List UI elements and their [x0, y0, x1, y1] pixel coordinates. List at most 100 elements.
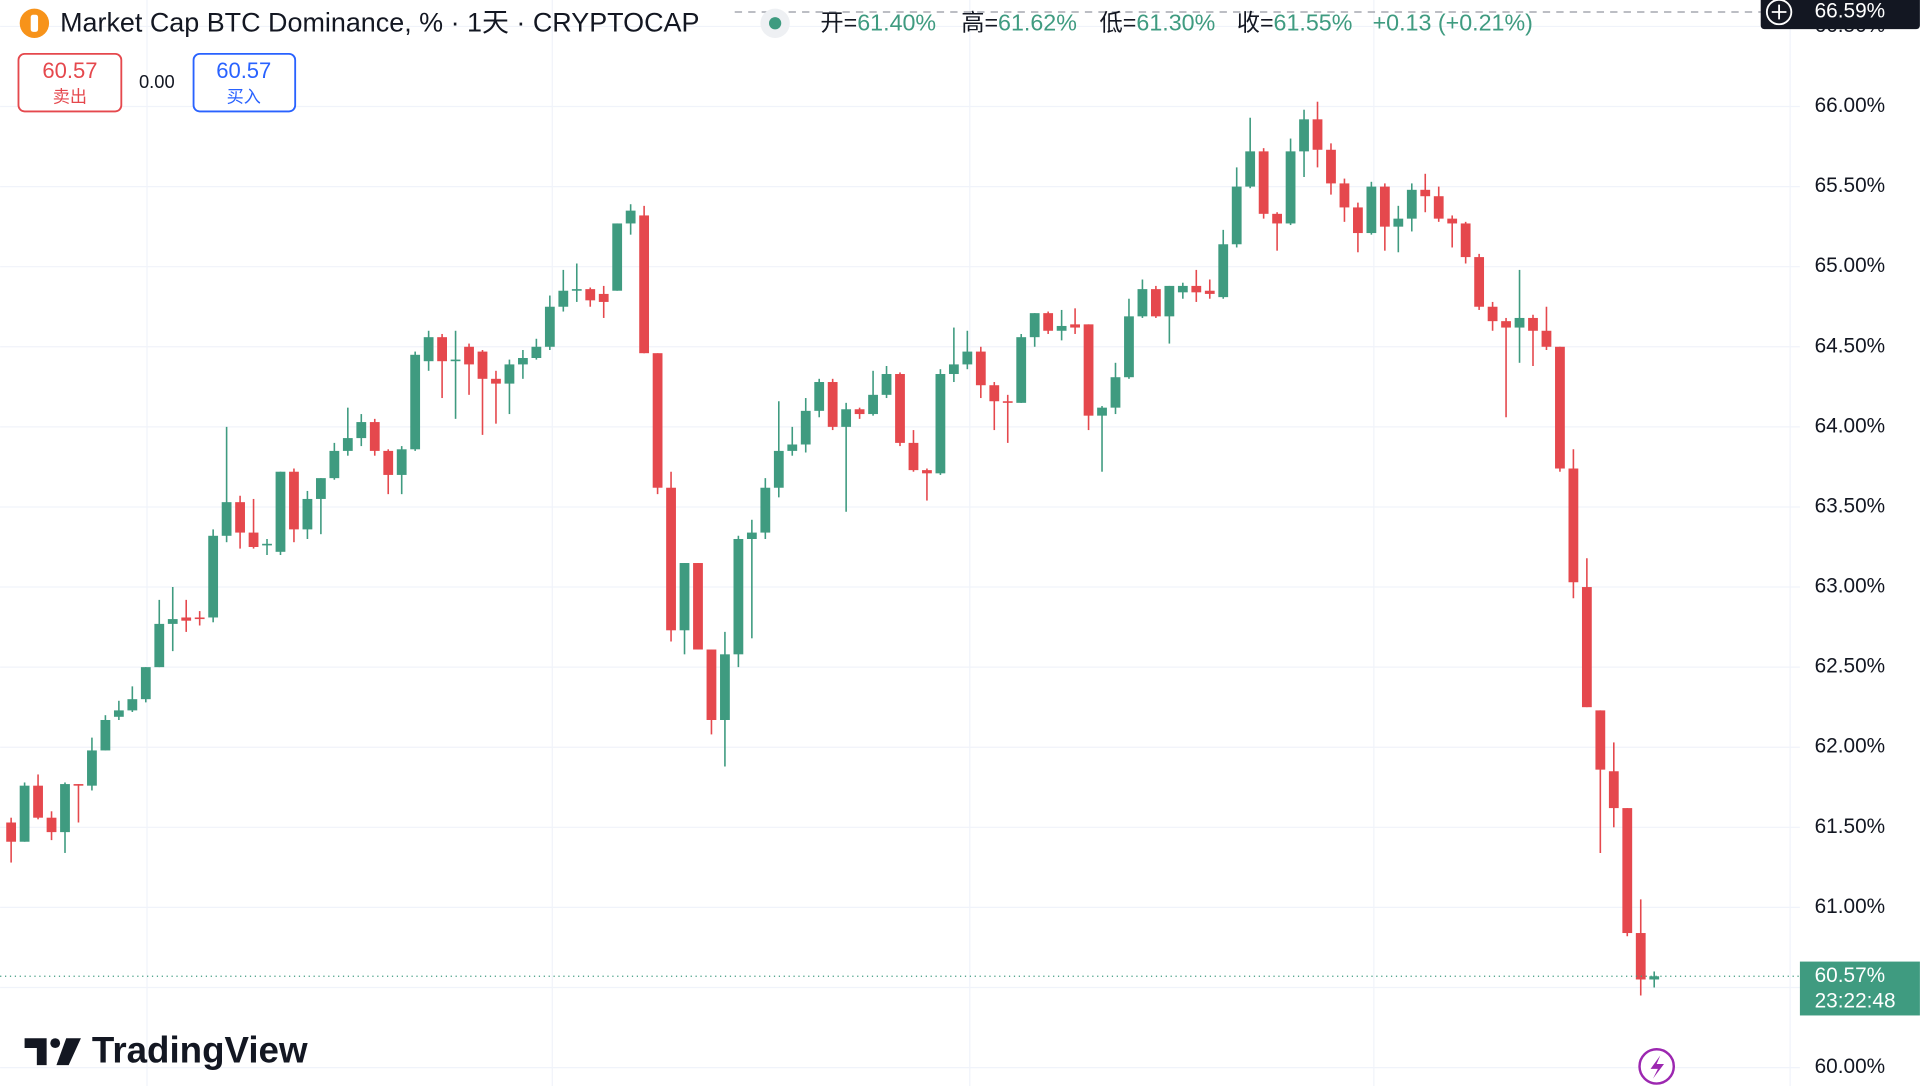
y-tick-label: 65.00%: [1815, 254, 1886, 277]
add-alert-icon: [1765, 0, 1793, 26]
candle-body: [73, 784, 84, 786]
candle-body: [679, 563, 690, 631]
candle-body: [639, 215, 650, 354]
candle-body: [1622, 808, 1633, 934]
candle-body: [1474, 257, 1485, 307]
y-tick-label: 64.50%: [1815, 334, 1886, 357]
candle-body: [720, 654, 730, 720]
candle-body: [1231, 186, 1242, 245]
candle-body: [1070, 324, 1080, 328]
candle-body: [1150, 289, 1161, 317]
candle-body: [1366, 186, 1377, 234]
candle-body: [369, 422, 380, 451]
sell-button[interactable]: 60.57 卖出: [17, 52, 123, 113]
ohlc-value: 61.55%: [1274, 10, 1353, 36]
countdown-label: 23:22:48: [1815, 989, 1896, 1012]
candle-body: [706, 649, 717, 720]
candle-body: [60, 784, 70, 833]
ohlc-value: 61.40%: [857, 10, 936, 36]
candle-body: [87, 750, 97, 786]
buy-button-box[interactable]: [192, 52, 297, 113]
candle-body: [787, 444, 798, 451]
logo: TradingView: [24, 1030, 308, 1071]
candle-body: [1218, 244, 1229, 298]
candle-body: [881, 374, 892, 395]
candle-body: [666, 487, 676, 631]
candle-body: [922, 470, 932, 474]
sell-label[interactable]: 卖出: [53, 86, 87, 106]
candle-body: [410, 354, 421, 450]
change-label: +0.13 (+0.21%): [1373, 10, 1533, 36]
candle-body: [1326, 149, 1336, 184]
candle-body: [625, 210, 636, 224]
candle-body: [235, 502, 245, 533]
candle-body: [289, 471, 299, 530]
y-tick-label: 64.00%: [1815, 414, 1886, 437]
candle-body: [1056, 325, 1067, 331]
candle-body: [154, 623, 165, 668]
candle-body: [113, 710, 124, 717]
logo-mark: [50, 1038, 61, 1049]
candle-body: [1312, 119, 1323, 150]
ohlc-item: 收=61.55%: [1237, 10, 1353, 36]
sell-price[interactable]: 60.57: [42, 58, 97, 83]
buy-price[interactable]: 60.57: [216, 58, 271, 83]
candle-body: [908, 442, 919, 471]
candle-body: [342, 438, 353, 451]
crosshair-label: 66.59%: [1815, 0, 1886, 23]
candle-body: [1541, 330, 1552, 347]
candle-body: [1339, 183, 1350, 208]
candle-body: [1083, 324, 1094, 416]
buy-button[interactable]: 60.57 买入: [192, 52, 297, 113]
candle-body: [1433, 196, 1444, 219]
event-icon-glyph[interactable]: [1650, 1055, 1665, 1079]
candle-body: [652, 353, 663, 488]
candle-body: [383, 450, 394, 475]
candle-body: [531, 346, 542, 358]
y-tick-label: 62.00%: [1815, 735, 1886, 758]
candle-body: [585, 289, 596, 301]
candle-body: [1460, 223, 1471, 258]
candle-body: [248, 532, 259, 548]
candle-body: [948, 364, 959, 375]
candle-body: [814, 382, 825, 411]
logo-mark: [24, 1038, 47, 1066]
candle-body: [208, 535, 219, 618]
candle-body: [221, 502, 232, 536]
sell-button-box[interactable]: [17, 52, 123, 113]
candle-body: [464, 346, 474, 365]
candle-body: [518, 357, 528, 365]
candle-body: [100, 719, 111, 751]
candle-body: [356, 422, 367, 439]
candle-body: [1043, 313, 1054, 331]
candle-body: [1272, 213, 1283, 224]
candle-body: [315, 478, 326, 499]
ohlc-item: 开=61.40%: [820, 10, 936, 36]
candle-body: [1204, 290, 1215, 294]
candle-body: [544, 306, 555, 347]
candle-body: [1177, 285, 1188, 293]
candle-body: [262, 543, 272, 546]
candle-body: [194, 617, 205, 620]
candle-body: [1124, 316, 1134, 378]
candle-body: [1649, 976, 1660, 980]
candle-body: [1406, 189, 1417, 219]
candle-body: [1191, 285, 1202, 293]
candle-body: [1164, 285, 1175, 317]
logo-text: TradingView: [92, 1030, 308, 1071]
candle-body: [1137, 289, 1148, 317]
y-tick-label: 61.00%: [1815, 895, 1886, 918]
candle-body: [733, 538, 744, 655]
candle-body: [935, 374, 946, 474]
candle-body: [693, 563, 703, 650]
chart-title: Market Cap BTC Dominance, % · 1天 · CRYPT…: [60, 8, 699, 38]
candle-body: [962, 351, 973, 365]
candle-body: [127, 699, 138, 711]
y-tick-label: 62.50%: [1815, 655, 1886, 678]
candle-body: [612, 223, 623, 291]
candle-body: [558, 290, 569, 307]
candle-body: [1635, 933, 1646, 980]
buy-label[interactable]: 买入: [227, 86, 261, 106]
